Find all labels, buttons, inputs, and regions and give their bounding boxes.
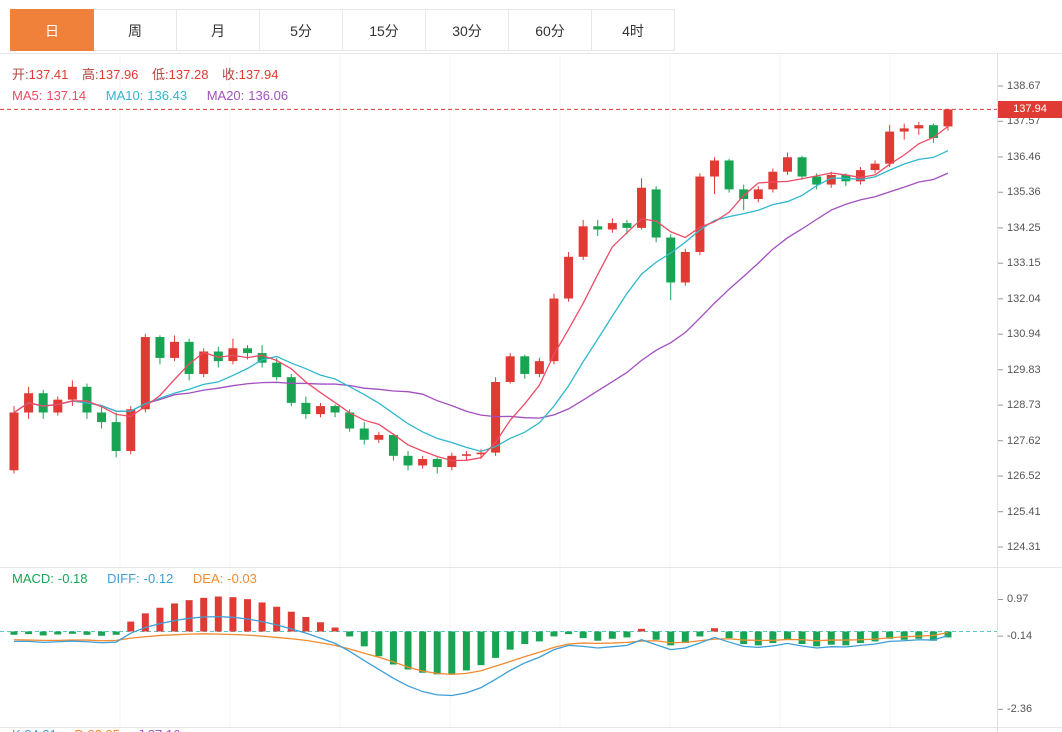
d-value-legend: D:82.95 [74, 727, 120, 732]
ma5-legend: MA5: 137.14 [12, 88, 87, 103]
high-label: 高: [82, 67, 99, 82]
tab-60min[interactable]: 60分 [508, 9, 592, 51]
tab-4hour[interactable]: 4时 [591, 9, 675, 51]
tab-5min[interactable]: 5分 [259, 9, 343, 51]
tab-day[interactable]: 日 [10, 9, 94, 51]
ma-legend: MA5: 137.14 MA10: 136.43 MA20: 136.06 [12, 88, 288, 103]
k-value-legend: K:84.31 [12, 727, 57, 732]
kdj-legend: K:84.31 D:82.95 J:87.16 [12, 727, 180, 732]
close-label: 收: [222, 67, 239, 82]
current-price-badge: 137.94 [998, 100, 1062, 118]
macd-lines [13, 615, 949, 697]
diff-value-legend: DIFF: -0.12 [107, 571, 174, 586]
ma10-legend: MA10: 136.43 [105, 88, 188, 103]
tab-30min[interactable]: 30分 [425, 9, 509, 51]
j-value-legend: J:87.16 [138, 727, 181, 732]
dea-value-legend: DEA: -0.03 [192, 571, 257, 586]
macd-legend: MACD: -0.18 DIFF: -0.12 DEA: -0.03 [12, 571, 257, 586]
price-macd-separator [0, 567, 1062, 568]
tab-week[interactable]: 周 [93, 9, 177, 51]
axis-separator-line [997, 53, 998, 732]
candlestick-series [9, 108, 953, 474]
close-value: 137.94 [238, 67, 279, 82]
low-value: 137.28 [168, 67, 209, 82]
open-value: 137.41 [28, 67, 69, 82]
macd-kdj-separator [0, 727, 1062, 728]
high-value: 137.96 [98, 67, 139, 82]
tab-15min[interactable]: 15分 [342, 9, 426, 51]
macd-histogram [10, 596, 952, 675]
low-label: 低: [152, 67, 169, 82]
open-label: 开: [12, 67, 29, 82]
macd-value-legend: MACD: -0.18 [12, 571, 88, 586]
tab-month[interactable]: 月 [176, 9, 260, 51]
ma20-legend: MA20: 136.06 [206, 88, 289, 103]
tabbar-bottom-border [0, 53, 1062, 54]
ohlc-legend: 开:137.41 高:137.96 低:137.28 收:137.94 [12, 64, 288, 83]
timeframe-tabs: 日 周 月 5分 15分 30分 60分 4时 [10, 9, 675, 51]
ma-lines [13, 125, 949, 462]
axis-ticks [997, 85, 1003, 710]
